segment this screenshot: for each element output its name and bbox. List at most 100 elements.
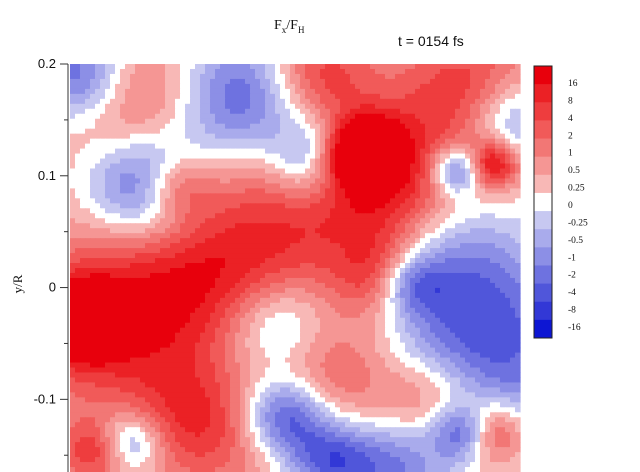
heatmap-cell xyxy=(325,173,331,180)
heatmap-cell xyxy=(330,198,336,204)
heatmap-cell xyxy=(345,277,351,284)
heatmap-cell xyxy=(375,193,381,199)
heatmap-cell xyxy=(160,73,166,80)
heatmap-cell xyxy=(140,198,146,204)
heatmap-cell xyxy=(180,213,186,219)
heatmap-cell xyxy=(360,158,366,165)
heatmap-cell xyxy=(110,327,116,334)
heatmap-cell xyxy=(230,233,236,239)
heatmap-cell xyxy=(415,158,421,165)
heatmap-cell xyxy=(130,203,136,209)
heatmap-cell xyxy=(115,98,121,105)
heatmap-cell xyxy=(95,138,101,145)
heatmap-cell xyxy=(250,302,256,309)
heatmap-cell xyxy=(165,128,171,135)
heatmap-cell xyxy=(350,223,356,229)
heatmap-cell xyxy=(510,98,516,105)
heatmap-cell xyxy=(250,297,256,304)
heatmap-cell xyxy=(360,193,366,199)
heatmap-cell xyxy=(195,138,201,145)
heatmap-cell xyxy=(115,143,121,150)
heatmap-cell xyxy=(205,98,211,105)
heatmap-cell xyxy=(120,268,126,274)
heatmap-cell xyxy=(425,238,431,244)
heatmap-cell xyxy=(230,183,236,189)
heatmap-cell xyxy=(180,248,186,254)
heatmap-cell xyxy=(450,138,456,145)
heatmap-cell xyxy=(335,88,341,95)
heatmap-cell xyxy=(415,103,421,110)
heatmap-cell xyxy=(260,78,266,85)
heatmap-cell xyxy=(435,327,441,334)
heatmap-cell xyxy=(345,233,351,239)
heatmap-cell xyxy=(305,198,311,204)
heatmap-cell xyxy=(305,282,311,289)
heatmap-cell xyxy=(465,238,471,244)
heatmap-cell xyxy=(150,302,156,309)
heatmap-cell xyxy=(320,243,326,249)
heatmap-cell xyxy=(160,83,166,90)
heatmap-cell xyxy=(265,203,271,209)
heatmap-cell xyxy=(395,203,401,209)
heatmap-cell xyxy=(450,213,456,219)
heatmap-cell xyxy=(295,183,301,189)
heatmap-cell xyxy=(425,178,431,185)
heatmap-cell xyxy=(115,228,121,234)
heatmap-cell xyxy=(135,158,141,165)
heatmap-cell xyxy=(270,83,276,90)
heatmap-cell xyxy=(70,332,76,339)
heatmap-cell xyxy=(365,183,371,189)
heatmap-cell xyxy=(290,193,296,199)
heatmap-cell xyxy=(265,268,271,274)
heatmap-cell xyxy=(195,213,201,219)
heatmap-cell xyxy=(410,243,416,249)
heatmap-cell xyxy=(255,243,261,249)
heatmap-cell xyxy=(165,238,171,244)
heatmap-cell xyxy=(205,203,211,209)
heatmap-cell xyxy=(195,272,201,279)
heatmap-cell xyxy=(240,272,246,279)
heatmap-cell xyxy=(320,153,326,160)
heatmap-cell xyxy=(385,238,391,244)
heatmap-cell xyxy=(500,188,506,194)
heatmap-cell xyxy=(215,268,221,274)
heatmap-cell xyxy=(380,268,386,274)
heatmap-cell xyxy=(120,173,126,180)
heatmap-cell xyxy=(90,277,96,284)
plot-area xyxy=(70,64,521,472)
heatmap-cell xyxy=(330,133,336,140)
heatmap-cell xyxy=(210,198,216,204)
heatmap-cell xyxy=(405,233,411,239)
heatmap-cell xyxy=(185,183,191,189)
heatmap-cell xyxy=(435,213,441,219)
heatmap-cell xyxy=(225,93,231,100)
heatmap-cell xyxy=(125,193,131,199)
heatmap-cell xyxy=(435,148,441,155)
heatmap-cell xyxy=(90,238,96,244)
heatmap-cell xyxy=(430,282,436,289)
heatmap-cell xyxy=(285,173,291,180)
heatmap-cell xyxy=(475,173,481,180)
heatmap-cell xyxy=(445,173,451,180)
heatmap-cell xyxy=(195,203,201,209)
heatmap-cell xyxy=(415,223,421,229)
heatmap-cell xyxy=(245,143,251,150)
heatmap-cell xyxy=(420,332,426,339)
heatmap-cell xyxy=(185,297,191,304)
heatmap-cell xyxy=(475,312,481,319)
heatmap-cell xyxy=(310,258,316,264)
heatmap-cell xyxy=(480,213,486,219)
heatmap-cell xyxy=(425,302,431,309)
heatmap-cell xyxy=(300,238,306,244)
heatmap-cell xyxy=(160,183,166,189)
heatmap-cell xyxy=(400,228,406,234)
heatmap-cell xyxy=(385,88,391,95)
heatmap-cell xyxy=(100,253,106,259)
heatmap-cell xyxy=(110,133,116,140)
heatmap-cell xyxy=(500,282,506,289)
heatmap-cell xyxy=(275,312,281,319)
heatmap-cell xyxy=(460,213,466,219)
heatmap-cell xyxy=(480,128,486,135)
heatmap-cell xyxy=(385,253,391,259)
heatmap-cell xyxy=(360,188,366,194)
